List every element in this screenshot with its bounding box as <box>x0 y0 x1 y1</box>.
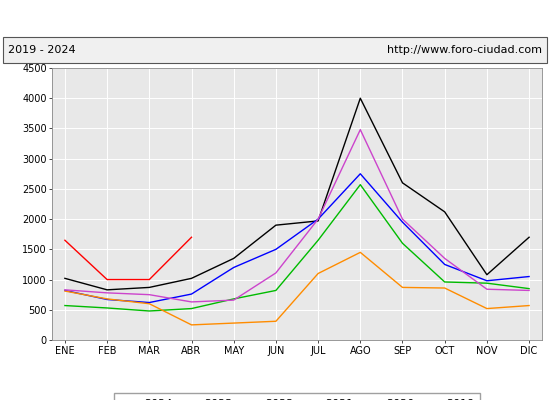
Text: 2019 - 2024: 2019 - 2024 <box>8 44 76 54</box>
Text: http://www.foro-ciudad.com: http://www.foro-ciudad.com <box>387 44 542 54</box>
Text: Evolucion Nº Turistas Extranjeros en el municipio de Nigrán: Evolucion Nº Turistas Extranjeros en el … <box>77 11 473 24</box>
Legend: 2024, 2023, 2022, 2021, 2020, 2019: 2024, 2023, 2022, 2021, 2020, 2019 <box>114 393 480 400</box>
